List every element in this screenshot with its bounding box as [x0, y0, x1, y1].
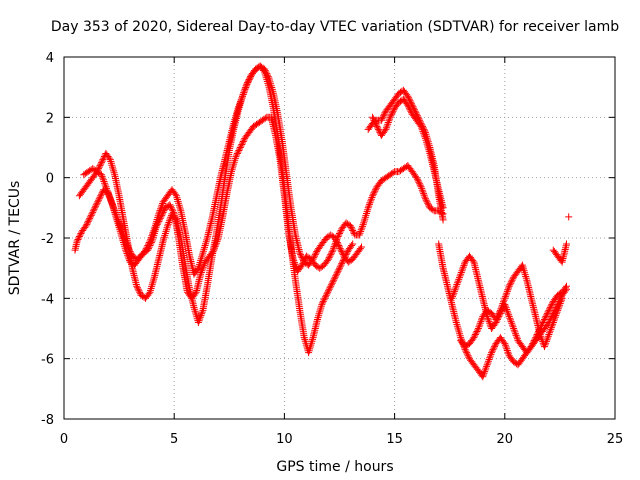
y-tick-label: -2: [41, 232, 54, 247]
x-tick-label: 15: [386, 432, 403, 447]
data-track-2: [75, 62, 357, 357]
data-point-markers: [71, 113, 447, 302]
plot-frame: [63, 56, 616, 420]
y-axis-label: SDTVAR / TECUs: [7, 181, 23, 296]
data-track-5: [369, 95, 447, 212]
data-track-8: [457, 261, 566, 351]
data-point-markers: [565, 213, 573, 221]
data-track-9: [549, 240, 570, 266]
y-tick-label: -6: [41, 353, 54, 368]
x-tick-label: 5: [170, 432, 178, 447]
x-tick-label: 10: [276, 432, 293, 447]
y-tick-label: 4: [46, 51, 54, 66]
data-point-markers: [448, 252, 570, 357]
x-tick-label: 20: [497, 432, 514, 447]
y-tick-label: 2: [46, 111, 54, 126]
grid: [64, 57, 615, 419]
data-point-markers: [80, 62, 365, 278]
data-point-markers: [75, 62, 357, 357]
data-track-7: [448, 252, 570, 357]
data-track-10: [565, 213, 573, 221]
data-track-3: [80, 62, 365, 278]
x-tick-label: 0: [60, 432, 68, 447]
y-tick-label: -8: [41, 413, 54, 428]
chart-title: Day 353 of 2020, Sidereal Day-to-day VTE…: [51, 19, 619, 35]
data-point-markers: [549, 240, 570, 266]
x-tick-label: 25: [607, 432, 624, 447]
data-point-markers: [369, 95, 447, 212]
x-axis-label: GPS time / hours: [276, 459, 393, 475]
data-point-markers: [457, 261, 566, 351]
y-tick-label: 0: [46, 172, 54, 187]
y-tick-label: -4: [41, 292, 54, 307]
data-track-1: [71, 113, 447, 302]
data-series: [71, 62, 573, 381]
